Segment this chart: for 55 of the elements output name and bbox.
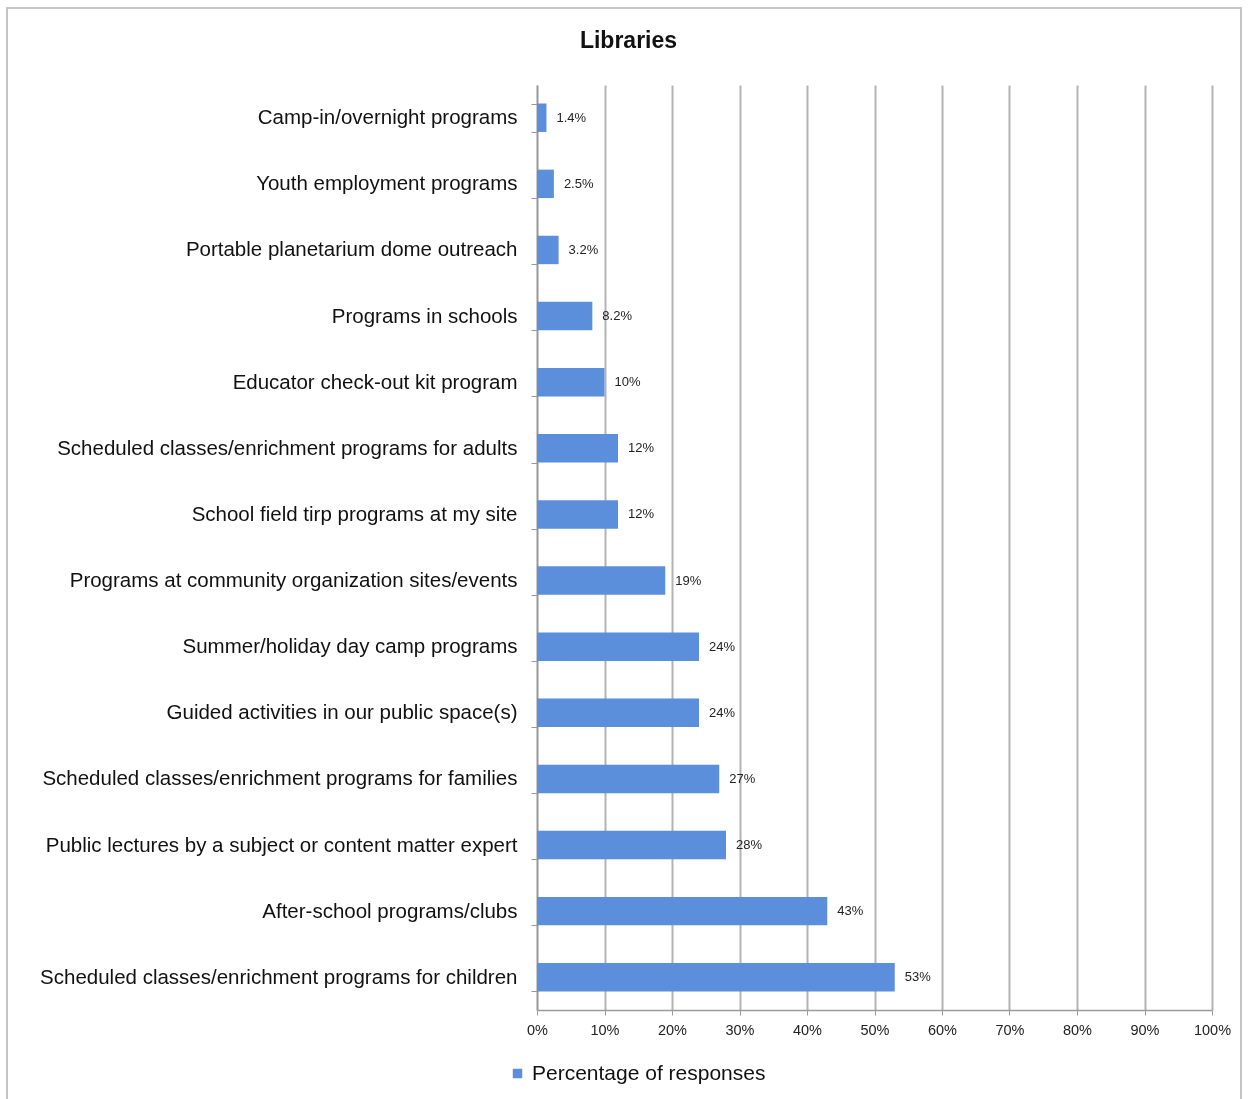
x-tick-label: 10% xyxy=(590,1021,620,1038)
bar xyxy=(537,103,547,132)
x-tick-label: 30% xyxy=(725,1021,755,1038)
bar xyxy=(537,367,605,397)
x-tick-label: 90% xyxy=(1130,1021,1160,1038)
data-label: 12% xyxy=(628,440,655,456)
y-tick-label: Youth employment programs xyxy=(256,171,518,195)
bar xyxy=(537,830,726,860)
y-tick-label: Portable planetarium dome outreach xyxy=(185,237,518,261)
data-label: 2.5% xyxy=(563,175,594,191)
y-tick-label: Programs in schools xyxy=(331,303,518,327)
y-tick-label: Public lectures by a subject or content matter expert xyxy=(45,832,518,856)
bar xyxy=(537,963,895,992)
bar xyxy=(537,235,559,265)
y-tick-label: Camp-in/overnight programs xyxy=(257,105,518,129)
data-label: 19% xyxy=(675,572,702,588)
bar xyxy=(537,434,618,463)
data-label: 8.2% xyxy=(602,308,633,324)
data-label: 24% xyxy=(709,638,736,654)
x-tick-label: 100% xyxy=(1193,1021,1232,1038)
chart-title: Libraries xyxy=(579,27,678,53)
x-tick-label: 70% xyxy=(995,1021,1025,1038)
bar xyxy=(537,169,554,199)
data-label: 43% xyxy=(837,903,864,919)
legend-label: Percentage of responses xyxy=(532,1060,766,1084)
y-tick-label: Programs at community organization sites/events xyxy=(69,568,518,592)
y-tick-label: Scheduled classes/enrichment programs for families xyxy=(42,766,518,790)
y-tick-label: School field tirp programs at my site xyxy=(191,501,518,525)
x-tick-label: 60% xyxy=(927,1021,958,1038)
data-label: 3.2% xyxy=(568,241,599,257)
y-tick-label: After-school programs/clubs xyxy=(262,898,518,922)
x-tick-label: 50% xyxy=(860,1021,890,1038)
y-tick-label: Guided activities in our public space(s) xyxy=(166,700,518,724)
y-tick-label: Scheduled classes/enrichment programs for children xyxy=(40,964,518,988)
bar xyxy=(537,896,828,926)
data-label: 28% xyxy=(736,837,763,853)
data-label: 24% xyxy=(709,704,736,720)
x-tick-label: 80% xyxy=(1062,1021,1093,1038)
data-label: 27% xyxy=(729,770,756,786)
data-label: 53% xyxy=(904,969,932,985)
data-label: 10% xyxy=(614,374,641,390)
bar xyxy=(537,632,699,661)
x-tick-label: 40% xyxy=(792,1021,823,1038)
y-tick-label: Scheduled classes/enrichment programs for adults xyxy=(57,435,518,459)
y-tick-label: Summer/holiday day camp programs xyxy=(182,634,518,658)
bar xyxy=(537,698,699,728)
bar xyxy=(537,566,666,595)
bar xyxy=(537,764,720,794)
bar xyxy=(537,301,593,331)
x-tick-label: 20% xyxy=(657,1021,688,1038)
y-tick-label: Educator check-out kit program xyxy=(232,369,518,393)
data-label: 12% xyxy=(628,506,655,522)
bar xyxy=(537,500,618,529)
x-tick-label: 0% xyxy=(527,1021,549,1038)
data-label: 1.4% xyxy=(556,109,587,125)
